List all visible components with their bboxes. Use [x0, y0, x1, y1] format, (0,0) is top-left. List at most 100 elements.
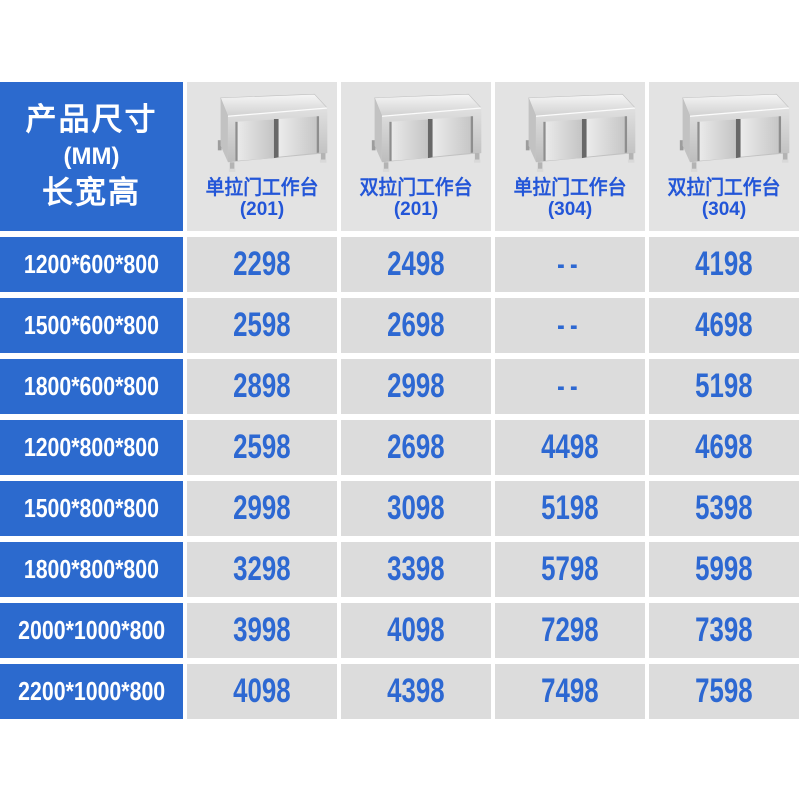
price-value: 3098: [387, 489, 445, 527]
price-cell: 4698: [649, 298, 799, 353]
cabinet-illustration: [371, 93, 482, 172]
price-cell: 3298: [187, 542, 337, 597]
column-label: 单拉门工作台: [205, 177, 319, 199]
column-header-single-door-201: 单拉门工作台 (201): [187, 82, 337, 231]
price-table: 产品尺寸 (MM) 长宽高 单: [0, 82, 799, 719]
price-cell: 2698: [341, 298, 491, 353]
price-cell: 2698: [341, 420, 491, 475]
price-cell: 5198: [495, 481, 645, 536]
price-cell: 2998: [187, 481, 337, 536]
price-value: 4098: [387, 611, 445, 649]
price-value: 7398: [695, 611, 753, 649]
price-cell: 7398: [649, 603, 799, 658]
dims-label: 1800*600*800: [23, 371, 160, 401]
column-header-single-door-304: 单拉门工作台 (304): [495, 82, 645, 231]
price-cell: 3098: [341, 481, 491, 536]
price-value: 5398: [695, 489, 753, 527]
price-cell: 4098: [187, 664, 337, 719]
column-code: (304): [547, 199, 593, 220]
price-cell: 2898: [187, 359, 337, 414]
dims-cell: 1800*600*800: [0, 359, 183, 414]
price-value: 2598: [233, 306, 291, 344]
corner-title: 产品尺寸: [25, 101, 158, 137]
price-value: 2998: [387, 367, 445, 405]
price-value: 7298: [541, 611, 599, 649]
dims-cell: 1200*800*800: [0, 420, 183, 475]
price-cell: 2598: [187, 298, 337, 353]
price-cell: 3998: [187, 603, 337, 658]
price-value: 2898: [233, 367, 291, 405]
column-code: (304): [701, 199, 747, 220]
column-label: 双拉门工作台: [667, 177, 781, 199]
price-cell: 5798: [495, 542, 645, 597]
product-image: [495, 85, 645, 177]
price-value: 5198: [541, 489, 599, 527]
price-cell: 4498: [495, 420, 645, 475]
price-cell: 2298: [187, 237, 337, 292]
corner-subtitle: 长宽高: [42, 174, 141, 210]
price-not-available: --: [557, 369, 583, 403]
price-value: 7598: [695, 672, 753, 710]
price-value: 5998: [695, 550, 753, 588]
price-cell: 4698: [649, 420, 799, 475]
price-value: 2698: [387, 306, 445, 344]
dims-label: 1800*800*800: [23, 554, 160, 584]
price-cell: 4198: [649, 237, 799, 292]
dims-label: 1200*600*800: [23, 249, 160, 279]
dims-cell: 1500*600*800: [0, 298, 183, 353]
product-image: [187, 85, 337, 177]
dims-label: 2200*1000*800: [17, 676, 166, 706]
dims-cell: 1500*800*800: [0, 481, 183, 536]
price-value: 4698: [695, 306, 753, 344]
price-value: 5798: [541, 550, 599, 588]
column-label: 双拉门工作台: [359, 177, 473, 199]
price-not-available: --: [557, 247, 583, 281]
price-cell: --: [495, 359, 645, 414]
price-cell: 2998: [341, 359, 491, 414]
price-value: 4098: [233, 672, 291, 710]
price-cell: 7598: [649, 664, 799, 719]
price-value: 4198: [695, 245, 753, 283]
dims-label: 1200*800*800: [23, 432, 160, 462]
dims-label: 1500*800*800: [23, 493, 160, 523]
dims-cell: 1200*600*800: [0, 237, 183, 292]
dims-cell: 2200*1000*800: [0, 664, 183, 719]
dims-cell: 1800*800*800: [0, 542, 183, 597]
price-value: 4498: [541, 428, 599, 466]
price-not-available: --: [557, 308, 583, 342]
corner-unit: (MM): [63, 142, 120, 170]
price-value: 2698: [387, 428, 445, 466]
price-cell: 5998: [649, 542, 799, 597]
price-cell: 2498: [341, 237, 491, 292]
cabinet-illustration: [525, 93, 636, 172]
column-code: (201): [239, 199, 285, 220]
corner-header: 产品尺寸 (MM) 长宽高: [0, 82, 183, 231]
price-value: 3298: [233, 550, 291, 588]
price-cell: 4398: [341, 664, 491, 719]
price-value: 2598: [233, 428, 291, 466]
price-cell: 7498: [495, 664, 645, 719]
price-value: 4698: [695, 428, 753, 466]
price-cell: 5198: [649, 359, 799, 414]
product-image: [649, 85, 799, 177]
price-value: 2498: [387, 245, 445, 283]
price-value: 5198: [695, 367, 753, 405]
price-value: 3998: [233, 611, 291, 649]
dims-cell: 2000*1000*800: [0, 603, 183, 658]
cabinet-illustration: [679, 93, 790, 172]
price-value: 2298: [233, 245, 291, 283]
column-header-double-door-201: 双拉门工作台 (201): [341, 82, 491, 231]
price-value: 2998: [233, 489, 291, 527]
price-cell: 2598: [187, 420, 337, 475]
product-image: [341, 85, 491, 177]
price-cell: 3398: [341, 542, 491, 597]
price-value: 3398: [387, 550, 445, 588]
price-cell: 4098: [341, 603, 491, 658]
price-cell: 7298: [495, 603, 645, 658]
price-value: 7498: [541, 672, 599, 710]
column-label: 单拉门工作台: [513, 177, 627, 199]
column-header-double-door-304: 双拉门工作台 (304): [649, 82, 799, 231]
price-value: 4398: [387, 672, 445, 710]
price-cell: 5398: [649, 481, 799, 536]
cabinet-illustration: [217, 93, 328, 172]
